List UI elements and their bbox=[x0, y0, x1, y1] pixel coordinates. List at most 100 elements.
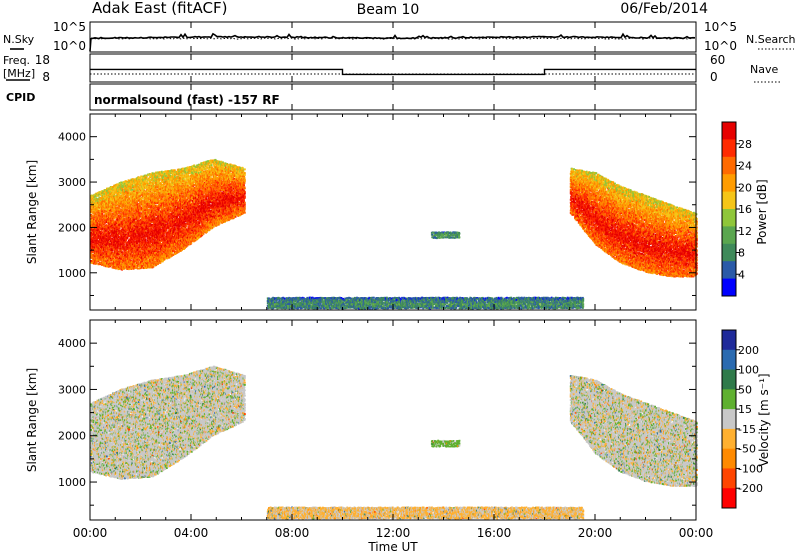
echo-cell bbox=[102, 190, 104, 193]
echo-cell bbox=[117, 234, 120, 237]
echo-cell bbox=[104, 203, 107, 206]
echo-cell bbox=[101, 197, 103, 199]
echo-cell bbox=[91, 251, 94, 253]
echo-cell bbox=[93, 223, 96, 226]
echo-cell bbox=[110, 205, 113, 207]
echo-cell bbox=[101, 251, 103, 253]
echo-cell bbox=[104, 234, 107, 237]
echo-cell bbox=[121, 184, 123, 187]
echo-cell bbox=[113, 185, 116, 188]
echo-cell bbox=[122, 228, 124, 231]
echo-cell bbox=[95, 223, 98, 226]
cpid-panel: CPID normalsound (fast) -157 RF bbox=[6, 83, 697, 111]
echo-cell bbox=[122, 216, 124, 219]
echo-cell bbox=[95, 197, 98, 200]
echo-cell bbox=[94, 262, 97, 265]
echo-cell bbox=[105, 195, 108, 197]
echo-cell bbox=[106, 228, 109, 230]
echo-cell bbox=[114, 221, 117, 223]
echo-cell bbox=[106, 260, 109, 263]
echo-cell bbox=[90, 222, 93, 225]
echo-cell bbox=[124, 223, 127, 225]
cpid-label: CPID bbox=[6, 91, 35, 104]
echo-cell bbox=[108, 212, 111, 215]
echo-cell bbox=[116, 253, 118, 256]
echo-cell bbox=[98, 196, 101, 199]
echo-cell bbox=[122, 223, 125, 226]
nave-label: Nave bbox=[750, 63, 778, 76]
echo-cell bbox=[117, 218, 119, 221]
freq-panel: 18 8 60 0 Freq. [MHz] Nave bbox=[3, 53, 780, 84]
echo-cell bbox=[124, 265, 126, 268]
echo-cell bbox=[93, 196, 96, 199]
echo-cell bbox=[93, 202, 96, 205]
echo-cell bbox=[99, 220, 102, 223]
echo-cell bbox=[109, 229, 111, 231]
echo-cell bbox=[113, 195, 116, 198]
echo-cell bbox=[94, 207, 96, 210]
echo-cell bbox=[101, 225, 104, 228]
echo-cell bbox=[90, 237, 92, 239]
echo-cell bbox=[99, 240, 102, 243]
echo-cell bbox=[92, 219, 94, 222]
echo-cell bbox=[99, 227, 102, 230]
echo-cell bbox=[106, 262, 108, 265]
echo-cell bbox=[118, 207, 121, 210]
echo-cell bbox=[117, 246, 119, 249]
echo-cell bbox=[106, 196, 109, 199]
echo-cell bbox=[115, 254, 118, 257]
echo-cell bbox=[117, 228, 120, 231]
echo-cell bbox=[104, 263, 107, 265]
echo-cell bbox=[111, 243, 113, 245]
freq-label: Freq. bbox=[3, 54, 30, 67]
echo-cell bbox=[119, 236, 121, 238]
echo-cell bbox=[118, 253, 121, 255]
echo-cell bbox=[95, 213, 98, 216]
echo-cell bbox=[120, 215, 122, 218]
echo-cell bbox=[109, 230, 111, 232]
echo-cell bbox=[123, 193, 126, 195]
noise-tick-right-bottom: 10^0 bbox=[704, 39, 737, 53]
echo-cell bbox=[95, 262, 98, 265]
echo-cell bbox=[113, 264, 116, 267]
echo-cell bbox=[116, 206, 119, 209]
echo-cell bbox=[99, 239, 102, 241]
echo-cell bbox=[103, 191, 106, 194]
echo-cell bbox=[98, 226, 101, 228]
echo-cell bbox=[117, 186, 119, 188]
echo-cell bbox=[106, 190, 109, 193]
echo-cell bbox=[113, 227, 116, 230]
echo-cell bbox=[90, 241, 92, 244]
echo-cell bbox=[106, 256, 109, 259]
echo-cell bbox=[97, 202, 100, 205]
echo-cell bbox=[118, 192, 121, 195]
echo-cell bbox=[93, 211, 96, 213]
echo-cell bbox=[141, 233, 144, 236]
echo-cell bbox=[120, 262, 123, 265]
echo-cell bbox=[118, 184, 121, 187]
echo-cell bbox=[98, 232, 101, 235]
echo-cell bbox=[96, 240, 99, 242]
echo-cell bbox=[101, 195, 104, 198]
echo-cell bbox=[96, 224, 99, 227]
echo-cell bbox=[100, 254, 102, 256]
echo-cell bbox=[92, 245, 94, 248]
echo-cell bbox=[116, 252, 119, 255]
echo-cell bbox=[136, 267, 139, 270]
echo-cell bbox=[123, 243, 126, 246]
echo-cell bbox=[108, 223, 111, 226]
echo-cell bbox=[112, 219, 115, 222]
echo-cell bbox=[108, 197, 111, 200]
echo-cell bbox=[97, 225, 100, 227]
echo-cell bbox=[107, 238, 110, 241]
echo-cell bbox=[113, 193, 116, 195]
echo-cell bbox=[95, 220, 97, 222]
echo-cell bbox=[96, 209, 99, 212]
echo-cell bbox=[111, 248, 113, 251]
echo-cell bbox=[100, 232, 103, 235]
echo-cell bbox=[97, 198, 99, 200]
echo-cell bbox=[119, 246, 122, 249]
echo-cell bbox=[114, 260, 116, 263]
echo-cell bbox=[92, 217, 94, 220]
echo-cell bbox=[115, 237, 118, 240]
